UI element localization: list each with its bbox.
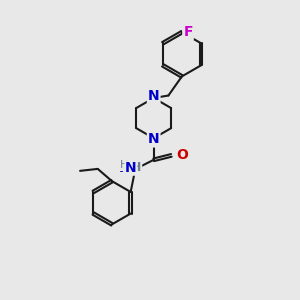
Text: O: O (176, 148, 188, 162)
Text: F: F (183, 25, 193, 39)
Text: N: N (148, 132, 160, 146)
Text: H: H (120, 160, 128, 170)
Text: N: N (119, 161, 131, 175)
Text: N: N (125, 161, 137, 175)
Text: N: N (148, 89, 160, 103)
Text: H: H (131, 161, 141, 174)
